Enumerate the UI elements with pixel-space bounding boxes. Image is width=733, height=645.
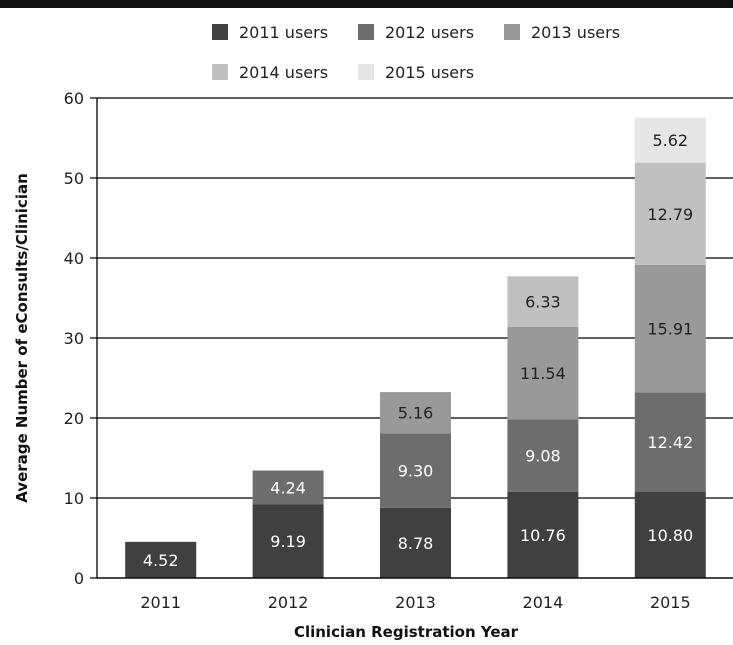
legend-swatch (504, 24, 520, 40)
bars: 4.52 2011 9.19 4.24 2012 8.78 9.30 5.16 2013 10.7… (125, 117, 706, 612)
data-label: 12.42 (647, 433, 693, 452)
bar-segment (507, 419, 579, 492)
legend-swatch (212, 64, 228, 80)
data-label: 9.19 (270, 532, 306, 551)
y-tick-label: 40 (64, 249, 84, 268)
bar-segment (634, 162, 706, 265)
data-label: 9.08 (525, 447, 561, 466)
y-tick-label: 10 (64, 489, 84, 508)
gridlines: 0 10 20 30 40 50 60 (64, 89, 733, 588)
data-label: 10.80 (647, 526, 693, 545)
x-tick-label: 2011 (140, 593, 181, 612)
data-label: 4.52 (143, 551, 179, 570)
bar-segment (634, 392, 706, 492)
x-tick-label: 2012 (268, 593, 309, 612)
legend-label: 2015 users (385, 63, 474, 82)
x-tick-label: 2014 (523, 593, 564, 612)
top-rule (0, 0, 733, 8)
y-tick-label: 20 (64, 409, 84, 428)
bar-segment (634, 264, 706, 393)
bar-segment (634, 117, 706, 163)
data-label: 5.16 (398, 404, 434, 423)
x-tick-label: 2015 (650, 593, 691, 612)
data-label: 15.91 (647, 320, 693, 339)
legend-swatch (358, 64, 374, 80)
bar-segment (252, 470, 324, 505)
bar-segment (507, 491, 579, 578)
data-label: 12.79 (647, 205, 693, 224)
legend-label: 2013 users (531, 23, 620, 42)
axes (96, 98, 733, 579)
bar-segment (634, 491, 706, 578)
bar-segment (507, 326, 579, 420)
bar-segment (125, 541, 197, 578)
y-tick-label: 0 (74, 569, 84, 588)
data-label: 4.24 (270, 479, 306, 498)
data-label: 8.78 (398, 534, 434, 553)
bar-segment (380, 433, 451, 508)
y-tick-label: 60 (64, 89, 84, 108)
legend-label: 2011 users (239, 23, 328, 42)
data-label: 11.54 (520, 364, 566, 383)
y-axis-title: Average Number of eConsults/Clinician (13, 173, 31, 503)
data-label: 9.30 (398, 462, 434, 481)
bar-segment (507, 276, 579, 327)
data-label: 6.33 (525, 293, 561, 312)
data-label: 10.76 (520, 526, 566, 545)
x-tick-label: 2013 (395, 593, 436, 612)
legend-swatch (358, 24, 374, 40)
legend-label: 2012 users (385, 23, 474, 42)
legend-label: 2014 users (239, 63, 328, 82)
bar-segment (380, 392, 451, 434)
data-label: 5.62 (652, 131, 688, 150)
legend-swatch (212, 24, 228, 40)
y-tick-label: 30 (64, 329, 84, 348)
x-axis-title: Clinician Registration Year (294, 623, 519, 641)
legend: 2011 users 2012 users 2013 users 2014 users… (212, 23, 620, 82)
y-tick-label: 50 (64, 169, 84, 188)
bar-segment (380, 507, 451, 578)
bar-segment (252, 504, 324, 578)
